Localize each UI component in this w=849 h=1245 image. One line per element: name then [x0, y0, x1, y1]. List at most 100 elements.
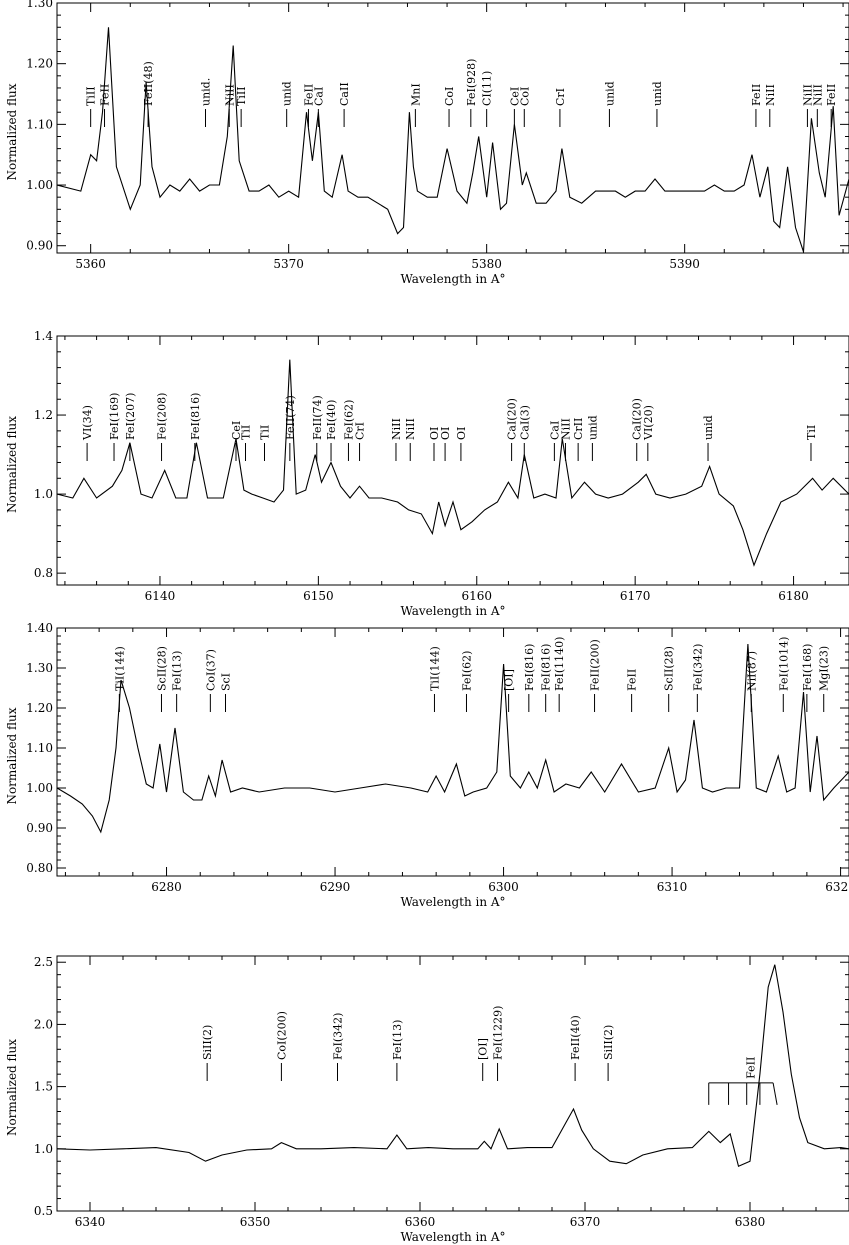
line-id-label: NiII	[559, 418, 572, 440]
panel-5360-spectrum: 5360 5370 5380 5390 0.90 1.00 1.10 1.20 1.30 Wave…	[5, 0, 849, 286]
plot-frame	[56, 335, 849, 586]
line-id-label: SiII(2)	[201, 1025, 214, 1060]
line-id-label: FeI(342)	[332, 1013, 345, 1060]
line-id-label: TiI(144)	[428, 646, 441, 691]
y-tick-label: 0.5	[34, 1204, 53, 1218]
line-id-label: FeI(13)	[171, 651, 184, 691]
line-id-label: FeI(168)	[801, 644, 814, 691]
line-id-label: FeI(62)	[342, 400, 355, 440]
plot-frame	[56, 955, 849, 1212]
line-id-label: CaI	[548, 421, 561, 440]
x-tick-label: 5380	[471, 257, 502, 271]
line-id-label: FeI(1229)	[492, 1006, 505, 1060]
blend-bracket-leg	[772, 1082, 778, 1105]
y-tick-label: 1.4	[34, 329, 53, 343]
y-tick-label: 0.90	[26, 239, 53, 253]
line-id-label: FeII	[750, 84, 763, 106]
line-id-label: FeII(74)	[284, 395, 297, 440]
line-id-label: ScII(28)	[663, 646, 676, 691]
x-tick-label: 6150	[303, 589, 334, 603]
line-id-label: ScI	[220, 673, 233, 691]
panel-6160-spectrum: 6140 6150 6160 6170 6180 0.8 1.0 1.2 1.4 Waveleng…	[5, 329, 849, 618]
line-id-label: CaI(20)	[631, 398, 644, 440]
x-tick-label: 5390	[669, 257, 700, 271]
line-id-label: FeI(207)	[124, 393, 137, 440]
line-id-label: [OI]	[477, 1038, 490, 1060]
x-tick-label: 5370	[273, 257, 304, 271]
line-id-label: NiII	[223, 84, 236, 106]
line-id-label: CI(11)	[481, 71, 494, 106]
spectrum-line	[57, 27, 849, 252]
line-id-label: FeII(74)	[311, 395, 324, 440]
line-id-label: unid	[651, 81, 664, 106]
line-id-label: FeI(816)	[540, 644, 553, 691]
y-tick-label: 1.0	[34, 1142, 53, 1156]
line-id-label: NiI(87)	[745, 651, 758, 691]
x-tick-label: 6280	[151, 880, 182, 894]
x-axis-title: Wavelength in A°	[400, 272, 505, 286]
x-tick-label: 6180	[778, 589, 809, 603]
spectrum-line	[57, 643, 849, 834]
y-tick-label: 1.20	[26, 57, 53, 71]
line-id-label: FeI(62)	[460, 651, 473, 691]
line-id-label: FeI(342)	[691, 644, 704, 691]
line-id-label: CeI	[508, 87, 521, 106]
y-axis-title: Normalized flux	[5, 416, 19, 513]
line-id-label: NiII	[811, 84, 824, 106]
blend-bracket-label: FeII	[745, 1057, 758, 1079]
x-tick-label: 5360	[75, 257, 106, 271]
line-id-label: OI	[428, 427, 441, 440]
line-id-label: CaI(20)	[506, 398, 519, 440]
line-id-label: NiII	[390, 418, 403, 440]
spectrum-line	[57, 964, 849, 1167]
line-id-label: FeI(1140)	[553, 637, 566, 691]
line-id-label: unid	[702, 415, 715, 440]
line-id-label: FeI(40)	[325, 400, 338, 440]
y-axis-title: Normalized flux	[5, 83, 19, 180]
line-id-label: CoI(200)	[275, 1011, 288, 1060]
line-id-label: TiI	[805, 425, 818, 440]
line-id-label: OI	[455, 427, 468, 440]
spectrum-line	[57, 359, 849, 567]
line-id-label: CaI(3)	[518, 405, 531, 440]
line-id-label: FeII	[825, 84, 838, 106]
x-tick-label: 6350	[240, 1215, 271, 1229]
x-tick-label: 6340	[75, 1215, 106, 1229]
x-tick-label: 6370	[570, 1215, 601, 1229]
x-axis-title: Wavelength in A°	[400, 604, 505, 618]
line-id-label: TiI	[259, 425, 272, 440]
y-tick-label: 0.8	[34, 566, 53, 580]
x-axis-title: Wavelength in A°	[400, 895, 505, 909]
y-tick-label: 2.0	[34, 1017, 53, 1031]
line-id-label: CrI	[354, 422, 367, 440]
y-axis-title: Normalized flux	[5, 1039, 19, 1136]
line-id-label: TiII	[235, 86, 248, 106]
line-id-label: VI(34)	[81, 405, 94, 441]
line-id-label: unid	[281, 81, 294, 106]
line-id-label: FeII	[302, 84, 315, 106]
x-tick-label: 6300	[488, 880, 519, 894]
x-axis-title: Wavelength in A°	[400, 1230, 505, 1244]
panel-6360-spectrum: 6340 6350 6360 6370 6380 0.5 1.0 1.5 2.0 2.5 Wavel…	[5, 955, 849, 1244]
line-id-label: OI	[439, 427, 452, 440]
line-id-label: NiII	[764, 84, 777, 106]
plot-frame	[56, 2, 849, 254]
line-id-label: CeI	[230, 421, 243, 440]
y-tick-label: 1.40	[26, 621, 53, 635]
y-tick-label: 0.90	[26, 821, 53, 835]
y-tick-label: 1.30	[26, 661, 53, 675]
x-tick-label: 6160	[461, 589, 492, 603]
line-id-label: ScII(28)	[155, 646, 168, 691]
y-tick-label: 0.80	[26, 861, 53, 875]
line-id-label: FeI(928)	[465, 59, 478, 106]
line-id-label: VI(20)	[642, 405, 655, 441]
line-id-label: FeII(200)	[589, 639, 602, 691]
x-tick-label: 6140	[145, 589, 176, 603]
line-id-label: FeI(816)	[189, 393, 202, 440]
line-id-label: CrI	[554, 88, 567, 106]
line-id-label: CoI(37)	[204, 649, 217, 691]
line-id-label: NiII	[404, 418, 417, 440]
